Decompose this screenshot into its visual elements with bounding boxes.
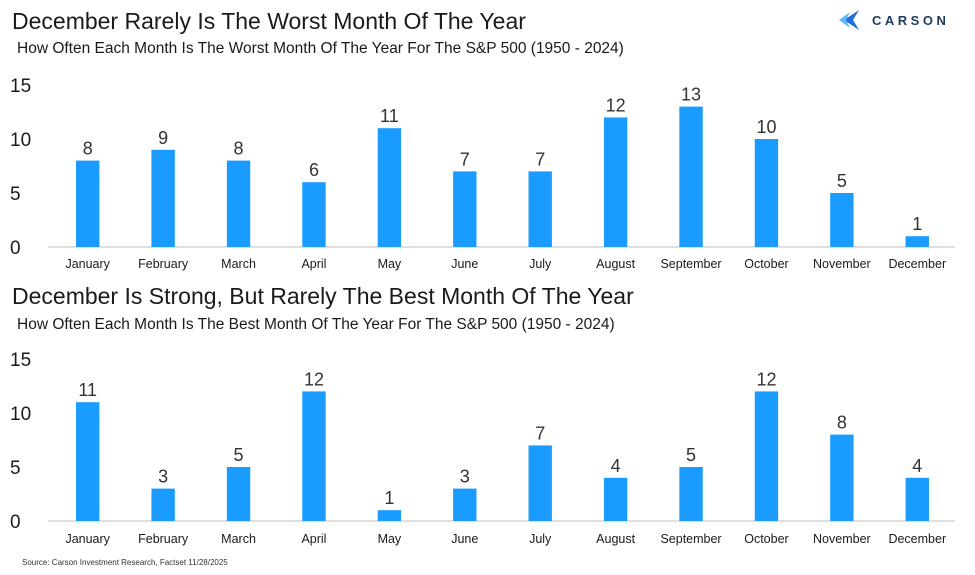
data-label: 12 — [756, 369, 776, 389]
category-label: October — [744, 532, 788, 546]
category-label: December — [888, 257, 946, 271]
category-label: June — [451, 257, 478, 271]
data-label: 7 — [535, 149, 545, 169]
y-tick-label: 10 — [10, 130, 31, 151]
data-label: 8 — [837, 413, 847, 433]
category-label: November — [813, 532, 871, 546]
category-label: March — [221, 257, 256, 271]
worst-bar-august — [603, 117, 628, 248]
category-label: March — [221, 532, 256, 546]
y-tick-label: 5 — [10, 184, 21, 205]
worst-bar-october — [754, 139, 779, 247]
data-label: 3 — [460, 467, 470, 487]
best-bar-june — [453, 488, 477, 521]
data-label: 5 — [837, 171, 847, 191]
data-label: 9 — [158, 128, 168, 148]
category-label: April — [301, 257, 326, 271]
best-bar-april — [302, 391, 326, 521]
worst-bar-july — [528, 171, 552, 247]
category-label: January — [65, 532, 110, 546]
worst-bar-november — [830, 193, 854, 247]
best-bar-may — [377, 510, 402, 521]
category-label: February — [138, 532, 189, 546]
data-label: 13 — [681, 85, 701, 105]
category-label: August — [596, 257, 635, 271]
data-label: 10 — [756, 117, 776, 137]
category-label: June — [451, 532, 478, 546]
chart1-subtitle: How Often Each Month Is The Worst Month … — [17, 40, 624, 57]
best-bar-december — [905, 477, 929, 521]
y-tick-label: 15 — [10, 76, 31, 97]
worst-bar-april — [302, 182, 326, 247]
best-bar-february — [151, 488, 175, 521]
category-label: July — [529, 532, 552, 546]
best-bar-august — [603, 477, 628, 521]
category-label: May — [378, 532, 402, 546]
category-label: January — [65, 257, 110, 271]
worst-bar-february — [151, 149, 175, 247]
logo-text: CARSON — [872, 12, 950, 28]
data-label: 11 — [380, 106, 399, 126]
category-label: December — [888, 532, 946, 546]
best-bar-november — [830, 434, 854, 521]
category-label: April — [301, 532, 326, 546]
best-bar-september — [679, 467, 703, 521]
data-label: 7 — [535, 423, 545, 443]
y-tick-label: 10 — [10, 404, 31, 425]
category-label: May — [378, 257, 402, 271]
worst-bar-january — [76, 160, 100, 247]
carson-chevron-icon — [839, 10, 859, 30]
worst-bar-june — [453, 171, 477, 247]
data-label: 4 — [611, 456, 621, 476]
category-label: August — [596, 532, 635, 546]
source-note: Source: Carson Investment Research, Fact… — [22, 558, 228, 567]
worst-bar-may — [377, 128, 402, 247]
y-tick-label: 5 — [10, 458, 21, 479]
category-label: September — [660, 257, 721, 271]
carson-logo: CARSON — [838, 9, 949, 31]
category-label: September — [660, 532, 721, 546]
worst-bar-september — [679, 106, 703, 247]
data-label: 11 — [78, 380, 97, 400]
best-bar-july — [528, 445, 552, 521]
chart2-subtitle: How Often Each Month Is The Best Month O… — [17, 316, 615, 333]
best-bar-january — [76, 402, 100, 521]
category-label: November — [813, 257, 871, 271]
y-tick-label: 0 — [10, 238, 21, 259]
data-label: 12 — [304, 369, 324, 389]
data-label: 7 — [460, 149, 470, 169]
best-bar-march — [226, 467, 251, 521]
worst-month-chart: 0510158January9February8March6April11May… — [10, 76, 955, 271]
category-label: July — [529, 257, 552, 271]
worst-bar-december — [905, 236, 929, 247]
data-label: 5 — [234, 445, 244, 465]
data-label: 12 — [606, 95, 626, 115]
chart1-title: December Rarely Is The Worst Month Of Th… — [12, 8, 526, 34]
best-bar-october — [754, 391, 779, 521]
category-label: October — [744, 257, 788, 271]
data-label: 8 — [83, 139, 93, 159]
y-tick-label: 0 — [10, 512, 21, 533]
worst-bar-march — [226, 160, 251, 247]
chart2-title: December Is Strong, But Rarely The Best … — [12, 283, 634, 309]
data-label: 3 — [158, 467, 168, 487]
data-label: 4 — [912, 456, 922, 476]
data-label: 1 — [912, 214, 922, 234]
data-label: 5 — [686, 445, 696, 465]
data-label: 1 — [384, 488, 394, 508]
category-label: February — [138, 257, 189, 271]
data-label: 6 — [309, 160, 319, 180]
y-tick-label: 15 — [10, 350, 31, 371]
data-label: 8 — [234, 139, 244, 159]
